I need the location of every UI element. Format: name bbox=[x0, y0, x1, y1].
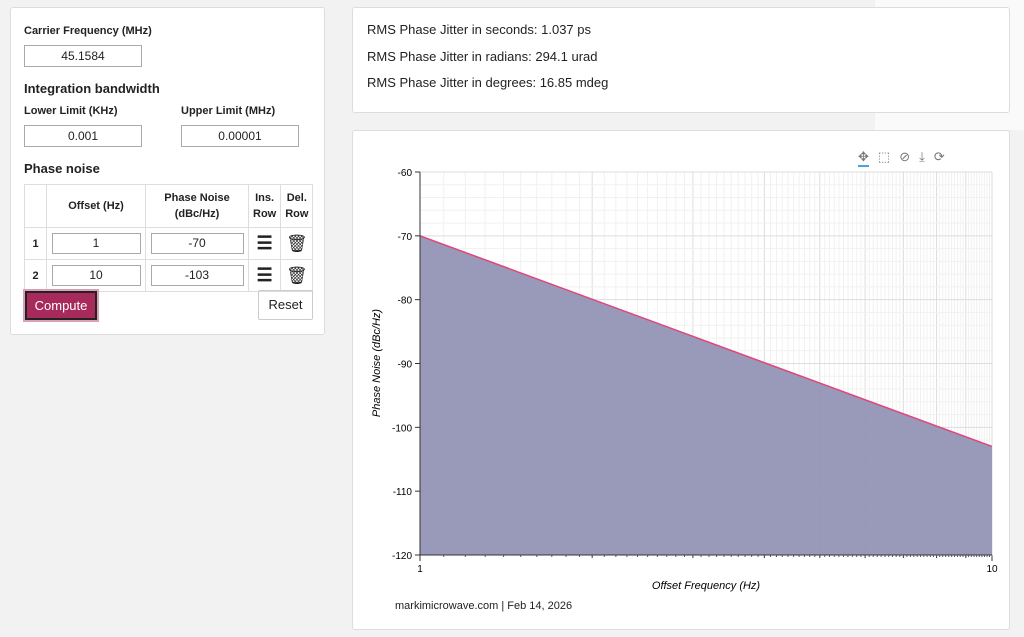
result-seconds: RMS Phase Jitter in seconds: 1.037 ps bbox=[367, 22, 592, 37]
result-degrees: RMS Phase Jitter in degrees: 16.85 mdeg bbox=[367, 75, 609, 90]
wheel-zoom-icon[interactable]: ⊘ bbox=[899, 149, 911, 164]
row-index: 2 bbox=[24, 259, 47, 292]
header-offset: Offset (Hz) bbox=[46, 184, 146, 228]
box-zoom-icon[interactable]: ⬚ bbox=[877, 149, 891, 164]
noise-input[interactable]: -70 bbox=[150, 233, 244, 254]
reset-button[interactable]: Reset bbox=[258, 290, 313, 320]
results-panel: RMS Phase Jitter in seconds: 1.037 ps RM… bbox=[352, 7, 1010, 113]
header-index bbox=[24, 184, 47, 228]
pan-icon[interactable]: ✥ bbox=[858, 149, 869, 167]
chart-panel: ✥ ⬚ ⊘ ⤓ ⟳ markimicrowave.com | Feb 14, 2… bbox=[352, 130, 1010, 630]
insert-row-icon[interactable]: ☰ bbox=[247, 227, 282, 260]
offset-input[interactable]: 10 bbox=[51, 265, 141, 286]
integration-title: Integration bandwidth bbox=[24, 81, 160, 96]
trash-icon[interactable]: 🗑 bbox=[280, 227, 314, 260]
result-radians: RMS Phase Jitter in radians: 294.1 urad bbox=[367, 49, 598, 64]
input-panel: Carrier Frequency (MHz) 45.1584 Integrat… bbox=[10, 7, 325, 335]
upper-limit-input[interactable]: 0.00001 bbox=[181, 125, 299, 147]
carrier-label: Carrier Frequency (MHz) bbox=[24, 25, 152, 37]
compute-button[interactable]: Compute bbox=[23, 289, 99, 322]
phase-noise-title: Phase noise bbox=[24, 161, 100, 176]
phase-noise-table: Offset (Hz) Phase Noise (dBc/Hz) Ins. Ro… bbox=[24, 184, 314, 292]
table-row: 1 1 -70 ☰ 🗑 bbox=[24, 227, 314, 260]
table-row: 2 10 -103 ☰ 🗑 bbox=[24, 259, 314, 292]
lower-limit-input[interactable]: 0.001 bbox=[24, 125, 142, 147]
chart-footer: markimicrowave.com | Feb 14, 2026 bbox=[395, 600, 573, 612]
lower-limit-label: Lower Limit (KHz) bbox=[24, 105, 118, 117]
offset-input[interactable]: 1 bbox=[51, 233, 141, 254]
carrier-input[interactable]: 45.1584 bbox=[24, 45, 142, 67]
chart-toolbar: ✥ ⬚ ⊘ ⤓ ⟳ bbox=[858, 149, 945, 167]
header-ins: Ins. Row bbox=[247, 184, 282, 228]
save-icon[interactable]: ⤓ bbox=[919, 149, 925, 164]
insert-row-icon[interactable]: ☰ bbox=[247, 259, 282, 292]
upper-limit-label: Upper Limit (MHz) bbox=[181, 105, 276, 117]
header-del: Del. Row bbox=[280, 184, 314, 228]
reset-icon[interactable]: ⟳ bbox=[933, 149, 945, 164]
trash-icon[interactable]: 🗑 bbox=[280, 259, 314, 292]
noise-input[interactable]: -103 bbox=[150, 265, 244, 286]
header-noise: Phase Noise (dBc/Hz) bbox=[145, 184, 249, 228]
row-index: 1 bbox=[24, 227, 47, 260]
